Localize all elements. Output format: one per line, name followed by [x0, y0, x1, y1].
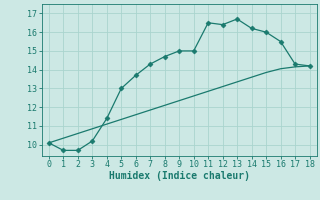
X-axis label: Humidex (Indice chaleur): Humidex (Indice chaleur) — [109, 171, 250, 181]
